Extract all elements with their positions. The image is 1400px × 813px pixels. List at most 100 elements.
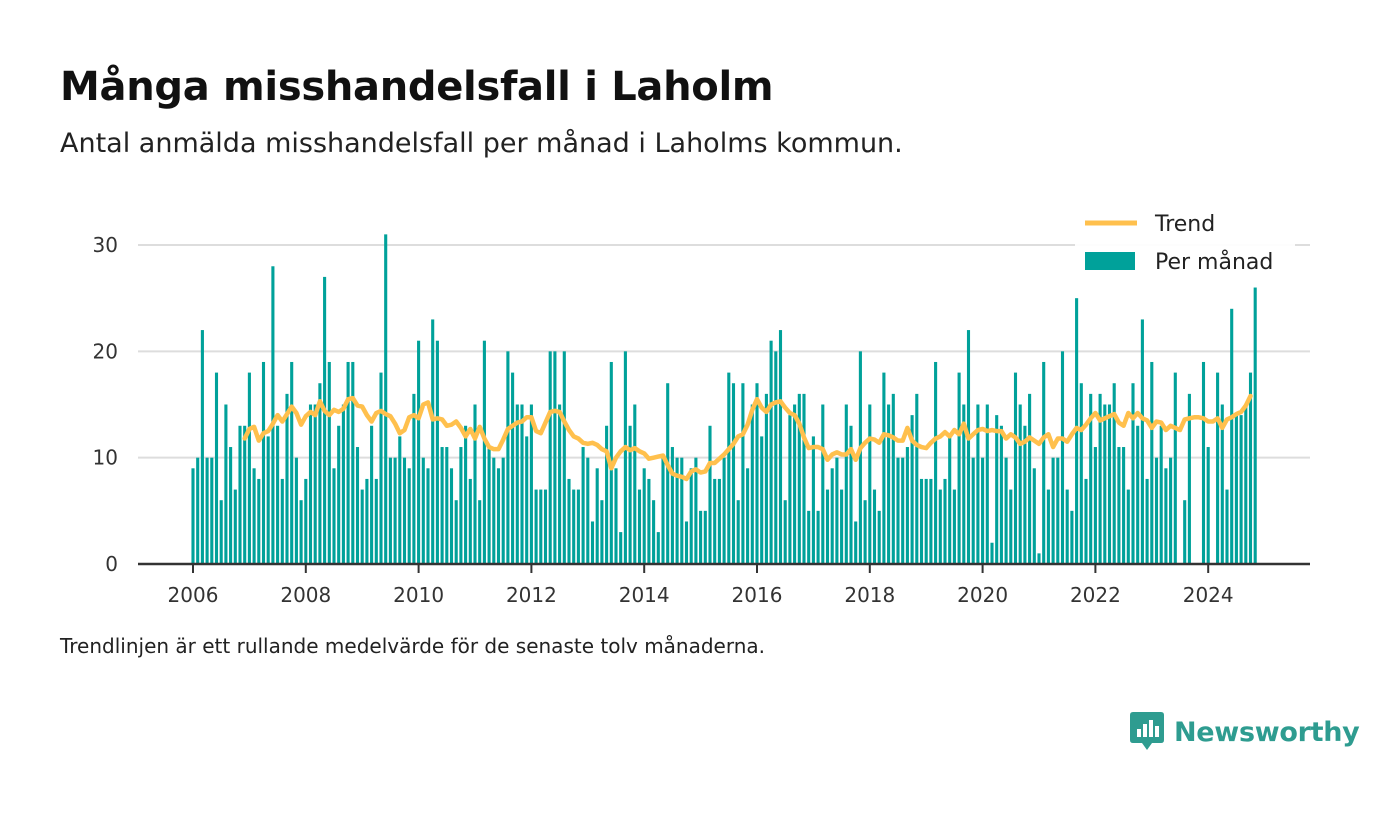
bar bbox=[543, 489, 548, 564]
bar bbox=[266, 436, 270, 564]
bar bbox=[684, 521, 689, 564]
bar bbox=[299, 500, 303, 564]
bar bbox=[572, 489, 576, 564]
bar bbox=[957, 372, 961, 564]
bar bbox=[1046, 489, 1050, 564]
bar bbox=[1126, 489, 1130, 564]
x-tick-label: 2014 bbox=[619, 583, 670, 607]
bar bbox=[261, 361, 266, 564]
bar bbox=[1107, 404, 1112, 564]
bar bbox=[680, 457, 684, 564]
bar bbox=[229, 447, 233, 564]
bar bbox=[308, 404, 313, 564]
brand-name: Newsworthy bbox=[1174, 716, 1360, 748]
x-tick-label: 2008 bbox=[280, 583, 331, 607]
bar bbox=[793, 404, 797, 564]
x-tick-label: 2018 bbox=[844, 583, 895, 607]
bar bbox=[736, 500, 740, 564]
x-axis-ticks: 2006 2008 2010 2012 2014 2016 2018 2020 2022 2024 bbox=[168, 564, 1234, 607]
bar bbox=[868, 404, 872, 564]
bar bbox=[200, 330, 204, 564]
bar bbox=[1183, 500, 1187, 564]
bar bbox=[501, 457, 505, 564]
bar bbox=[431, 319, 435, 564]
bar bbox=[905, 447, 909, 564]
bar bbox=[576, 489, 580, 564]
bar bbox=[595, 468, 599, 564]
bar bbox=[840, 489, 844, 564]
bar bbox=[214, 372, 219, 564]
bar bbox=[746, 468, 750, 564]
bar bbox=[191, 468, 195, 564]
bar bbox=[731, 383, 736, 564]
bar bbox=[656, 532, 660, 564]
bar bbox=[769, 340, 773, 564]
bar bbox=[910, 415, 914, 564]
bar bbox=[821, 404, 825, 564]
bar bbox=[919, 478, 924, 564]
bar bbox=[934, 361, 938, 564]
bar bbox=[1079, 383, 1083, 564]
bar bbox=[1056, 457, 1060, 564]
bar bbox=[417, 340, 421, 564]
bar bbox=[1169, 457, 1173, 564]
bar bbox=[976, 404, 980, 564]
newsworthy-logo-icon bbox=[1130, 712, 1164, 750]
bar bbox=[440, 447, 444, 564]
bar bbox=[1037, 553, 1041, 564]
bar bbox=[915, 393, 919, 564]
bar bbox=[567, 478, 571, 564]
bar bbox=[482, 340, 486, 564]
bar bbox=[637, 489, 642, 564]
bar bbox=[1042, 361, 1046, 564]
bar bbox=[661, 457, 665, 564]
bar bbox=[426, 468, 430, 564]
bar bbox=[360, 489, 364, 564]
bar bbox=[854, 521, 858, 564]
bar bbox=[901, 457, 905, 564]
bar bbox=[1136, 425, 1140, 564]
bar bbox=[849, 425, 853, 564]
bar bbox=[304, 478, 308, 564]
x-tick-label: 2012 bbox=[506, 583, 557, 607]
legend-background bbox=[1075, 202, 1295, 286]
bar bbox=[807, 510, 811, 564]
bar bbox=[811, 436, 815, 564]
bar bbox=[562, 351, 566, 564]
x-tick-label: 2022 bbox=[1070, 583, 1121, 607]
bar bbox=[783, 500, 787, 564]
bar bbox=[877, 510, 881, 564]
bar bbox=[337, 425, 341, 564]
bar bbox=[468, 478, 472, 564]
bar bbox=[478, 500, 482, 564]
bar bbox=[952, 489, 956, 564]
bar bbox=[412, 393, 416, 564]
bar bbox=[1093, 447, 1097, 564]
bar bbox=[1154, 457, 1159, 564]
bar bbox=[778, 330, 783, 564]
bar bbox=[553, 351, 557, 564]
bar bbox=[1248, 372, 1253, 564]
legend: Trend Per månad bbox=[1075, 202, 1295, 286]
bar bbox=[1018, 404, 1022, 564]
bar bbox=[365, 478, 369, 564]
bar bbox=[872, 489, 877, 564]
bar bbox=[534, 489, 538, 564]
chart-subtitle: Antal anmälda misshandelsfall per månad … bbox=[60, 128, 903, 159]
bar bbox=[393, 457, 397, 564]
bar bbox=[985, 404, 989, 564]
bar bbox=[290, 361, 294, 564]
bar bbox=[1225, 489, 1229, 564]
bar bbox=[642, 468, 646, 564]
x-tick-label: 2010 bbox=[393, 583, 444, 607]
bar bbox=[1206, 447, 1210, 564]
bar bbox=[1173, 372, 1177, 564]
bar bbox=[487, 447, 491, 564]
bar bbox=[346, 361, 350, 564]
bar bbox=[750, 404, 754, 564]
bar bbox=[327, 361, 331, 564]
legend-bar-label: Per månad bbox=[1155, 249, 1273, 275]
bar bbox=[1070, 510, 1074, 564]
bar bbox=[1216, 372, 1220, 564]
x-tick-label: 2020 bbox=[957, 583, 1008, 607]
